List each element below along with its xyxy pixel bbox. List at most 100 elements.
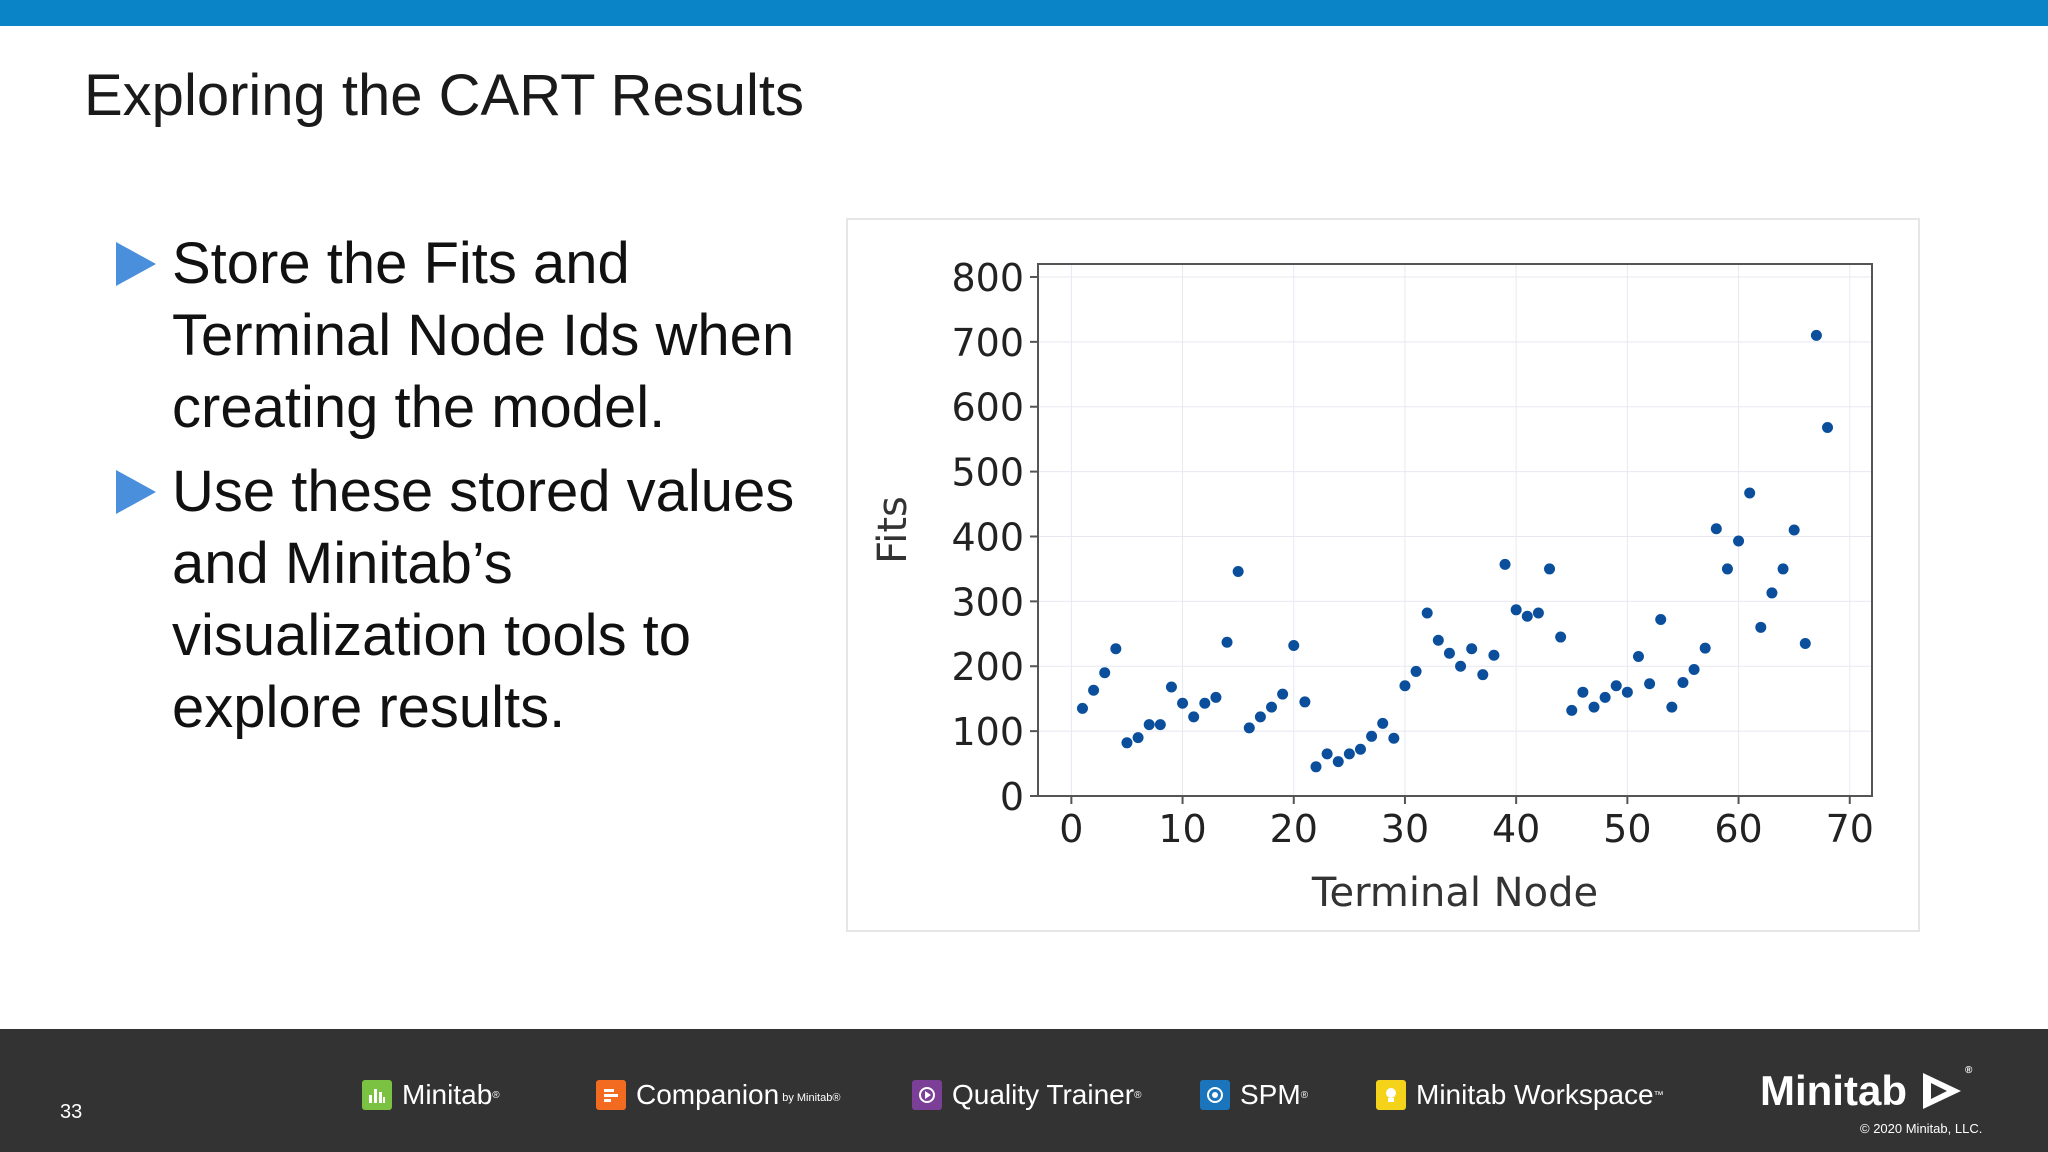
product-subtitle: by Minitab® [782, 1092, 841, 1104]
data-point [1299, 696, 1311, 708]
data-point [1644, 678, 1656, 690]
data-point [1466, 643, 1478, 655]
product-mark: ® [1300, 1089, 1309, 1101]
product-mark: ™ [1653, 1089, 1664, 1101]
data-point [1710, 523, 1722, 535]
data-point [1666, 701, 1678, 713]
data-point [1110, 643, 1122, 655]
data-point [1399, 680, 1411, 692]
data-point [1143, 719, 1155, 731]
data-point [1288, 639, 1300, 651]
data-point [1076, 702, 1088, 714]
x-tick-label: 10 [1158, 807, 1206, 851]
data-point [1799, 638, 1811, 650]
data-point [1699, 642, 1711, 654]
data-point [1588, 701, 1600, 713]
x-tick-label: 70 [1826, 807, 1874, 851]
data-point [1154, 719, 1166, 731]
data-point [1632, 651, 1644, 663]
minitab-brand-logo: Minitab ® [1760, 1065, 1972, 1117]
data-point [1243, 722, 1255, 734]
minitab-arrow-logo-icon [1921, 1071, 1963, 1111]
copyright: © 2020 Minitab, LLC. [1860, 1121, 1983, 1136]
x-axis-title: Terminal Node [1311, 870, 1598, 916]
data-point [1477, 669, 1489, 681]
x-tick-label: 0 [1059, 807, 1083, 851]
brand-name: Minitab [1760, 1067, 1907, 1114]
data-point [1388, 732, 1400, 744]
data-point [1210, 691, 1222, 703]
y-tick-label: 800 [951, 256, 1024, 300]
data-point [1443, 647, 1455, 659]
page-number: 33 [60, 1101, 83, 1123]
data-point [1410, 665, 1422, 677]
data-point [1521, 610, 1533, 622]
data-point [1788, 524, 1800, 536]
y-tick-label: 0 [1000, 775, 1024, 819]
data-point [1354, 743, 1366, 755]
quality-trainer-icon [912, 1080, 942, 1110]
data-point [1266, 701, 1278, 713]
data-point [1099, 667, 1111, 679]
product-mark: ® [492, 1089, 500, 1101]
data-point [1277, 688, 1289, 700]
data-point [1132, 732, 1144, 744]
product-name: SPM [1240, 1079, 1301, 1110]
data-point [1199, 697, 1211, 709]
data-point [1177, 697, 1189, 709]
footer-product-minitab: Minitab ® [362, 1075, 500, 1115]
data-point [1610, 680, 1622, 692]
minitab-bars-icon [362, 1080, 392, 1110]
y-tick-label: 100 [951, 710, 1024, 754]
product-mark: ® [1134, 1089, 1142, 1101]
data-point [1343, 748, 1355, 760]
grid-layer [1038, 264, 1872, 797]
data-point [1332, 756, 1344, 768]
bullet-list: Store the Fits and Terminal Node Ids whe… [112, 228, 832, 756]
product-name: Companion [636, 1079, 780, 1110]
bullet-text: Use these stored values and Minitab’s vi… [172, 459, 795, 740]
triangle-bullet-icon [116, 470, 156, 514]
top-accent-bar [0, 0, 2048, 26]
product-name: Minitab [402, 1079, 493, 1110]
triangle-bullet-icon [116, 242, 156, 286]
data-point [1688, 663, 1700, 675]
data-point [1432, 634, 1444, 646]
y-tick-label: 400 [951, 515, 1024, 559]
chart-panel: 0 100 200 300 400 500 600 700 800 0 10 20 30 40 50 60 70… [846, 218, 1920, 932]
y-axis-title: Fits [870, 496, 916, 564]
data-point [1088, 684, 1100, 696]
data-point [1165, 681, 1177, 693]
data-point [1455, 660, 1467, 672]
data-point [1566, 704, 1578, 716]
data-point [1377, 717, 1389, 729]
plot-area [1037, 263, 1873, 797]
x-tick-label: 30 [1381, 807, 1429, 851]
data-point [1254, 711, 1266, 723]
data-point [1510, 604, 1522, 616]
data-point [1188, 711, 1200, 723]
tick-layer: 0 100 200 300 400 500 600 700 800 0 10 20 30 40 50 60 70 [951, 256, 1873, 851]
data-point [1232, 566, 1244, 578]
bullet-item: Store the Fits and Terminal Node Ids whe… [112, 228, 832, 444]
data-point [1599, 691, 1611, 703]
data-point [1621, 686, 1633, 698]
data-point [1577, 686, 1589, 698]
x-tick-label: 60 [1714, 807, 1762, 851]
product-name: Quality Trainer [952, 1079, 1135, 1110]
data-point [1499, 558, 1511, 570]
bullet-item: Use these stored values and Minitab’s vi… [112, 456, 832, 744]
data-point [1755, 621, 1767, 633]
scatter-chart: 0 100 200 300 400 500 600 700 800 0 10 20 30 40 50 60 70… [870, 256, 1874, 916]
point-layer [1076, 329, 1834, 773]
data-point [1777, 563, 1789, 575]
data-point [1766, 587, 1778, 599]
footer-product-quality-trainer: Quality Trainer ® [912, 1075, 1141, 1115]
footer-product-spm: SPM ® [1200, 1075, 1308, 1115]
bullet-text: Store the Fits and Terminal Node Ids whe… [172, 231, 795, 440]
data-point [1366, 730, 1378, 742]
y-tick-label: 200 [951, 645, 1024, 689]
slide-title: Exploring the CART Results [84, 63, 804, 128]
data-point [1121, 737, 1133, 749]
data-point [1822, 421, 1834, 433]
